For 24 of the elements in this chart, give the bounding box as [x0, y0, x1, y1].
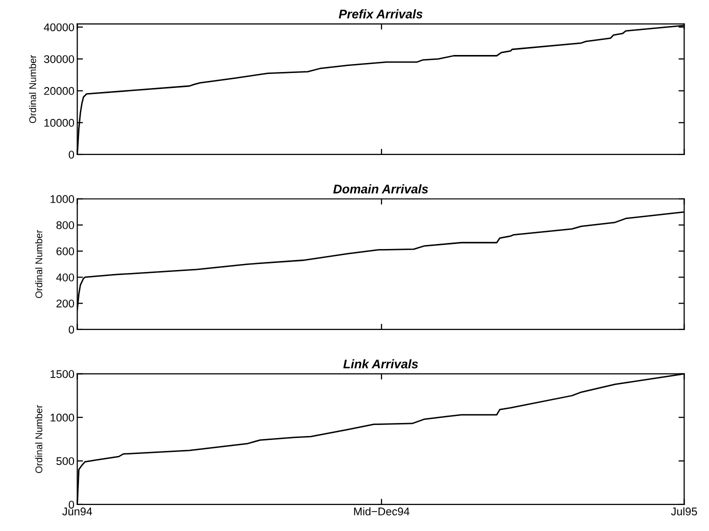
- y-tick-label: 400: [56, 274, 74, 282]
- y-tick-label: 500: [56, 457, 74, 466]
- y-axis-title: Ordinal Number: [35, 230, 42, 298]
- y-tick-label: 40000: [44, 23, 74, 32]
- y-tick-label: 0: [68, 326, 74, 334]
- y-tick-label: 800: [56, 221, 74, 230]
- y-axis-title: Ordinal Number: [28, 55, 36, 124]
- y-tick-label: 600: [56, 247, 74, 256]
- x-tick-label: Jul95: [671, 507, 697, 516]
- y-tick-label: 200: [56, 300, 74, 308]
- chart-title: Link Arrivals: [343, 359, 418, 368]
- y-tick-label: 1000: [50, 195, 74, 204]
- y-tick-label: 10000: [44, 118, 74, 127]
- y-tick-label: 30000: [44, 55, 74, 64]
- y-tick-label: 1000: [50, 414, 74, 422]
- y-tick-label: 1500: [50, 370, 74, 378]
- chart-title: Domain Arrivals: [333, 184, 428, 194]
- x-tick-label: Mid−Dec94: [354, 507, 410, 516]
- chart-title: Prefix Arrivals: [338, 9, 422, 18]
- y-tick-label: 0: [68, 150, 74, 159]
- x-tick-label: Jun94: [62, 508, 92, 516]
- y-axis-title: Ordinal Number: [35, 405, 42, 474]
- y-tick-label: 20000: [44, 87, 74, 95]
- y-tick-label: 0: [68, 500, 74, 509]
